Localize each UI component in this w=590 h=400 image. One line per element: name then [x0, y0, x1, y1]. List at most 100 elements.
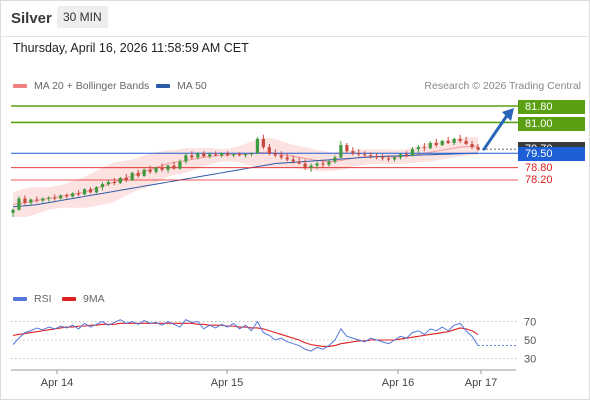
candle-body: [154, 167, 158, 172]
candle-body: [476, 147, 480, 150]
rsi-level-label: 30: [524, 354, 536, 366]
candle-body: [404, 154, 409, 156]
candle-body: [11, 209, 15, 213]
pivot-label: 79.50: [518, 147, 585, 161]
support-label-1: 78.80: [525, 162, 553, 174]
candle-body: [100, 184, 105, 188]
ma9-swatch: [62, 297, 76, 301]
candle-body: [237, 154, 242, 156]
rsi-level-label: 70: [524, 317, 536, 329]
candle-body: [142, 169, 146, 176]
candle-body: [464, 140, 468, 145]
legend-bollinger: MA 20 + Bollinger Bands: [13, 80, 149, 92]
chart-datetime: Thursday, April 16, 2026 11:58:59 AM CET: [13, 41, 249, 55]
candle-body: [452, 138, 456, 143]
bollinger-swatch: [13, 84, 27, 88]
candle-body: [363, 154, 367, 156]
legend-rsi: RSI: [13, 293, 52, 305]
candle-body: [381, 157, 385, 159]
candle-body: [375, 156, 379, 158]
candle-body: [351, 151, 355, 154]
candle-body: [255, 138, 260, 154]
candle-body: [172, 165, 176, 169]
legend-9ma: 9MA: [62, 293, 105, 305]
rsi-level-label: 50: [524, 335, 536, 347]
legend-ma50: MA 50: [156, 80, 207, 92]
candle-body: [178, 161, 182, 169]
candle-body: [65, 195, 69, 197]
candle-body: [226, 153, 230, 156]
candle-body: [243, 154, 248, 156]
forecast-arrow-shaft: [482, 112, 510, 151]
candle-body: [386, 158, 391, 160]
candle-body: [160, 167, 164, 170]
candle-body: [470, 144, 474, 148]
candle-body: [327, 161, 331, 165]
resistance-label-1: 81.80: [518, 100, 585, 114]
support-label-2: 78.20: [525, 174, 553, 186]
candle-body: [190, 155, 194, 158]
candle-body: [291, 159, 295, 162]
candle-body: [29, 199, 33, 203]
candle-body: [53, 197, 57, 199]
candle-body: [196, 153, 200, 158]
candle-body: [76, 193, 81, 195]
candle-body: [345, 145, 349, 152]
candle-body: [130, 172, 134, 180]
x-tick-label: Apr 16: [382, 377, 414, 389]
candle-body: [41, 198, 45, 201]
candle-body: [285, 157, 289, 160]
candle-body: [17, 198, 21, 210]
forecast-arrow-head: [502, 108, 514, 121]
candle-body: [422, 147, 426, 149]
candle-body: [309, 165, 313, 168]
x-tick-label: Apr 17: [465, 377, 497, 389]
candle-body: [47, 197, 51, 199]
candle-body: [357, 153, 361, 155]
ma50-label: MA 50: [177, 80, 207, 92]
candle-body: [410, 149, 415, 156]
candle-body: [118, 177, 122, 184]
candle-body: [166, 165, 170, 170]
candle-body: [136, 172, 140, 176]
candle-body: [279, 155, 283, 158]
candle-body: [261, 138, 265, 148]
candle-body: [339, 145, 343, 158]
rsi-label: RSI: [34, 293, 52, 305]
candle-body: [434, 143, 438, 146]
candle-body: [297, 161, 301, 164]
ma9-label: 9MA: [83, 293, 105, 305]
x-tick-label: Apr 15: [211, 377, 243, 389]
candle-body: [23, 198, 27, 203]
candle-body: [398, 154, 403, 158]
candle-body: [440, 140, 444, 146]
resistance-label-2: 81.00: [518, 117, 585, 131]
candle-body: [321, 163, 325, 165]
candle-body: [59, 195, 63, 199]
candle-body: [392, 157, 397, 160]
candle-body: [369, 155, 373, 157]
candle-body: [273, 153, 277, 156]
candle-body: [231, 154, 236, 156]
candle-body: [267, 147, 271, 154]
bollinger-band: [13, 136, 478, 217]
candle-body: [124, 177, 128, 180]
candle-body: [220, 153, 224, 156]
candle-body: [303, 163, 307, 168]
candle-body: [112, 182, 116, 184]
instrument-name: Silver: [11, 10, 52, 27]
candle-body: [214, 154, 218, 156]
timeframe-selector[interactable]: 30 MIN: [57, 6, 108, 28]
rsi-line: [12, 319, 479, 352]
candle-body: [416, 147, 420, 150]
candle-body: [428, 143, 432, 149]
ma50-swatch: [156, 84, 170, 88]
candle-body: [315, 163, 319, 166]
candle-body: [94, 187, 99, 193]
candle-body: [184, 155, 188, 162]
candle-body: [208, 154, 212, 157]
candle-body: [446, 140, 450, 143]
chart-header: Silver 30 MIN: [0, 0, 590, 37]
candle-body: [249, 153, 254, 155]
